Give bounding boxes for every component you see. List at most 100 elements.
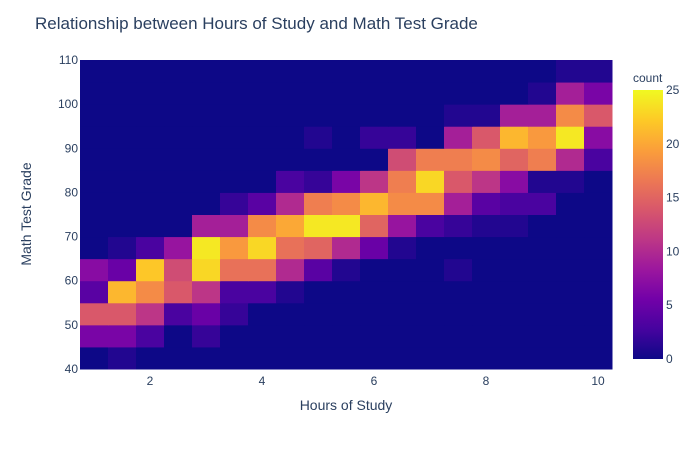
heatmap-cell (472, 236, 501, 260)
heatmap-cell (444, 148, 473, 171)
heatmap-cell (416, 302, 445, 326)
heatmap-cell (80, 302, 109, 326)
heatmap-cell (136, 302, 165, 326)
colorbar-title: count (633, 71, 663, 85)
heatmap-cell (584, 148, 613, 171)
heatmap-cell (108, 104, 137, 127)
heatmap-cell (472, 280, 501, 304)
heatmap-cell (528, 192, 557, 215)
heatmap-cell (304, 192, 333, 215)
heatmap-cell (388, 324, 417, 348)
colorbar-tick-label: 25 (666, 83, 680, 97)
y-tick-label: 110 (59, 53, 78, 67)
heatmap-cell (360, 192, 389, 215)
heatmap-cell (416, 324, 445, 348)
heatmap-cell (220, 126, 249, 149)
heatmap-cell (416, 126, 445, 149)
heatmap-cell (192, 214, 221, 238)
heatmap-cell (444, 126, 473, 149)
heatmap-cell (192, 346, 221, 370)
chart-title: Relationship between Hours of Study and … (35, 14, 478, 33)
heatmap-cell (584, 302, 613, 326)
heatmap-cell (192, 82, 221, 105)
heatmap-cell (444, 192, 473, 215)
heatmap-cell (360, 280, 389, 304)
heatmap-cell (388, 346, 417, 370)
heatmap-cell (80, 258, 109, 282)
heatmap-cell (192, 104, 221, 127)
heatmap-cell (416, 148, 445, 171)
heatmap-cell (164, 280, 193, 304)
heatmap-cell (276, 324, 305, 348)
heatmap-cell (108, 302, 137, 326)
heatmap-cell (584, 104, 613, 127)
heatmap-cell (80, 148, 109, 171)
heatmap-cell (332, 170, 361, 193)
heatmap-cell (108, 214, 137, 238)
heatmap-cell (304, 214, 333, 238)
heatmap-cell (136, 280, 165, 304)
heatmap-cell (80, 104, 109, 127)
heatmap-cell (220, 324, 249, 348)
heatmap-cell (248, 302, 277, 326)
heatmap-cell (248, 280, 277, 304)
heatmap-cell (528, 324, 557, 348)
heatmap-cell (304, 302, 333, 326)
heatmap-cell (584, 82, 613, 105)
heatmap-cell (444, 82, 473, 105)
heatmap-cell (108, 346, 137, 370)
heatmap-cell (276, 214, 305, 238)
heatmap-cell (220, 170, 249, 193)
heatmap-cell (500, 60, 529, 83)
heatmap-cell (80, 346, 109, 370)
colorbar-tick-label: 10 (666, 244, 680, 258)
y-tick-label: 100 (58, 97, 78, 111)
heatmap-cell (192, 60, 221, 83)
heatmap-cell (248, 126, 277, 149)
heatmap-cell (500, 258, 529, 282)
heatmap-cell (332, 302, 361, 326)
heatmap-cell (276, 346, 305, 370)
heatmap-cell (416, 192, 445, 215)
heatmap-cell (500, 302, 529, 326)
heatmap-cell (248, 236, 277, 260)
heatmap-cell (108, 258, 137, 282)
heatmap-cell (584, 346, 613, 370)
heatmap-cell (584, 324, 613, 348)
heatmap-cell (192, 302, 221, 326)
heatmap-cell (248, 214, 277, 238)
heatmap-cell (360, 104, 389, 127)
x-axis-ticks: 2 4 6 8 10 (147, 374, 605, 388)
heatmap-cell (416, 236, 445, 260)
heatmap-cell (192, 170, 221, 193)
heatmap-cell (472, 82, 501, 105)
heatmap-cell (388, 280, 417, 304)
heatmap-cell (192, 148, 221, 171)
heatmap-cell (528, 236, 557, 260)
heatmap-cell (528, 60, 557, 83)
heatmap-cell (248, 170, 277, 193)
heatmap-cell (444, 214, 473, 238)
heatmap-cell (220, 104, 249, 127)
heatmap-cell (388, 104, 417, 127)
heatmap-cell (388, 214, 417, 238)
heatmap-cell (444, 60, 473, 83)
heatmap-cell (500, 236, 529, 260)
heatmap-cell (472, 214, 501, 238)
heatmap-cell (164, 126, 193, 149)
heatmap-cell (136, 324, 165, 348)
heatmap-cell (276, 104, 305, 127)
heatmap-cell (220, 258, 249, 282)
heatmap-cell (136, 82, 165, 105)
heatmap-cell (276, 192, 305, 215)
heatmap-cell (444, 324, 473, 348)
heatmap-cell (136, 258, 165, 282)
heatmap-cell (528, 214, 557, 238)
heatmap-cell (584, 280, 613, 304)
heatmap-cell (276, 236, 305, 260)
heatmap-cell (164, 258, 193, 282)
heatmap-cell (304, 236, 333, 260)
heatmap-cell (444, 236, 473, 260)
heatmap-cell (556, 104, 585, 127)
heatmap-cell (360, 148, 389, 171)
